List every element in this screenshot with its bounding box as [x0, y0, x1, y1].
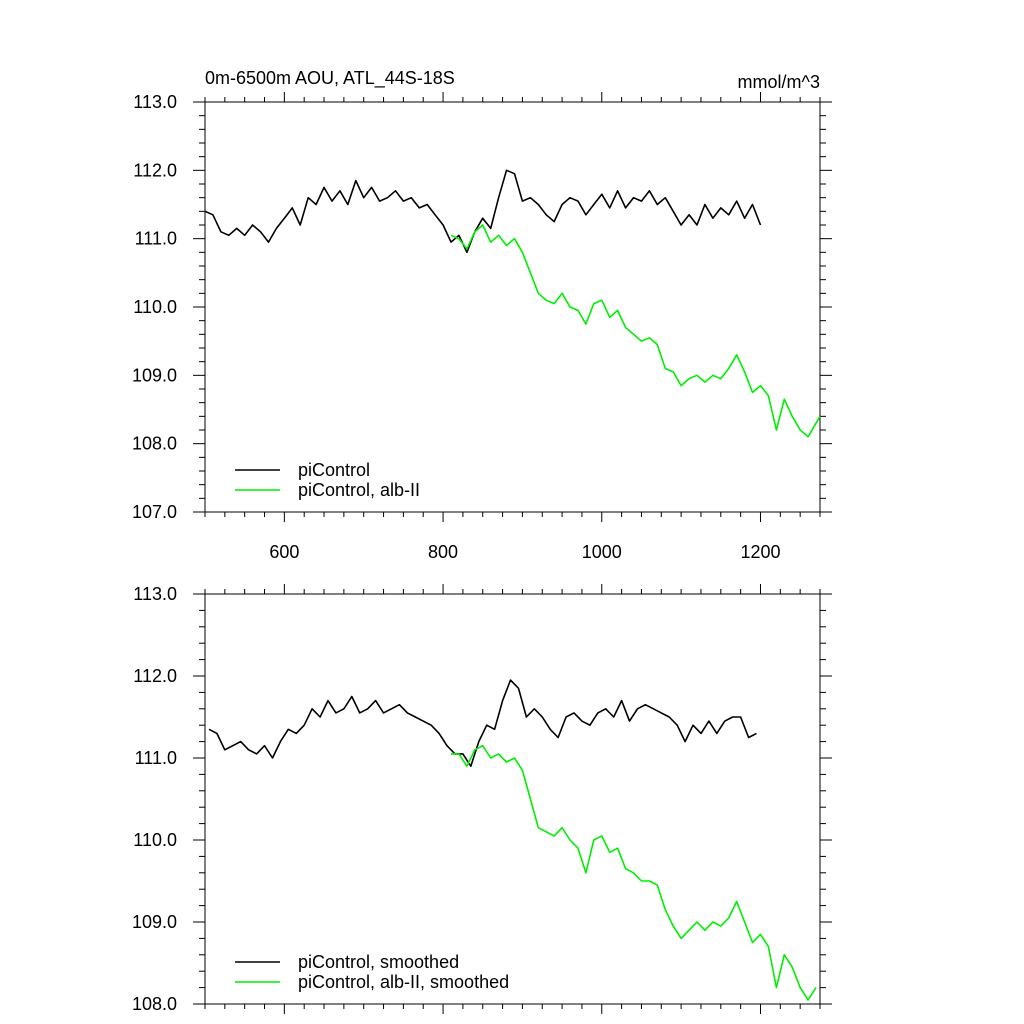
- bottom-series-line-1: [451, 744, 817, 1001]
- bottom-series: [208, 679, 817, 1001]
- bottom-ticks: 108.0 109.0 110.0 111.0 112.0 113.0: [132, 584, 832, 1014]
- top-ticks: 600 800 1000 1200 107.0 108.0 109.0 110.0 111.0 1…: [132, 92, 832, 562]
- top-panel-title: 0m-6500m AOU, ATL_44S-18S: [205, 68, 455, 89]
- top-plot-frame: [204, 101, 821, 513]
- legend-label-picontrol-smoothed: piControl, smoothed: [298, 952, 459, 972]
- legend-label-picontrol: piControl: [298, 460, 370, 480]
- bottom-plot-frame: [204, 593, 821, 1005]
- bottom-series-line-0: [208, 679, 757, 768]
- top-legend: piControl piControl, alb-II: [235, 460, 420, 500]
- top-xtick-label: 1000: [582, 542, 622, 562]
- bottom-ytick-label: 110.0: [133, 830, 177, 850]
- top-ytick-label: 113.0: [133, 92, 177, 112]
- top-xtick-label: 600: [269, 542, 299, 562]
- top-ytick-label: 111.0: [135, 229, 177, 249]
- top-panel: 0m-6500m AOU, ATL_44S-18S mmol/m^3 600 80…: [132, 68, 832, 562]
- top-panel-units: mmol/m^3: [738, 72, 820, 92]
- bottom-ytick-label: 113.0: [133, 584, 177, 604]
- top-series: [204, 169, 821, 438]
- bottom-ytick-label: 109.0: [132, 912, 177, 932]
- top-ytick-label: 107.0: [132, 502, 177, 522]
- bottom-panel: 108.0 109.0 110.0 111.0 112.0 113.0 piControl…: [132, 584, 832, 1014]
- top-ytick-label: 108.0: [132, 434, 177, 454]
- legend-label-picontrol-alb-smoothed: piControl, alb-II, smoothed: [298, 972, 509, 992]
- top-xtick-label: 800: [428, 542, 458, 562]
- top-ytick-label: 109.0: [132, 365, 177, 385]
- bottom-ytick-label: 108.0: [132, 994, 177, 1014]
- top-xtick-label: 1200: [740, 542, 780, 562]
- bottom-ytick-label: 112.0: [133, 666, 177, 686]
- top-series-line-0: [204, 169, 762, 254]
- bottom-legend: piControl, smoothed piControl, alb-II, s…: [235, 952, 509, 992]
- top-ytick-label: 112.0: [133, 160, 177, 180]
- top-ytick-label: 110.0: [133, 297, 177, 317]
- bottom-ytick-label: 111.0: [135, 748, 177, 768]
- legend-label-picontrol-alb: piControl, alb-II: [298, 480, 420, 500]
- top-series-line-1: [450, 224, 821, 438]
